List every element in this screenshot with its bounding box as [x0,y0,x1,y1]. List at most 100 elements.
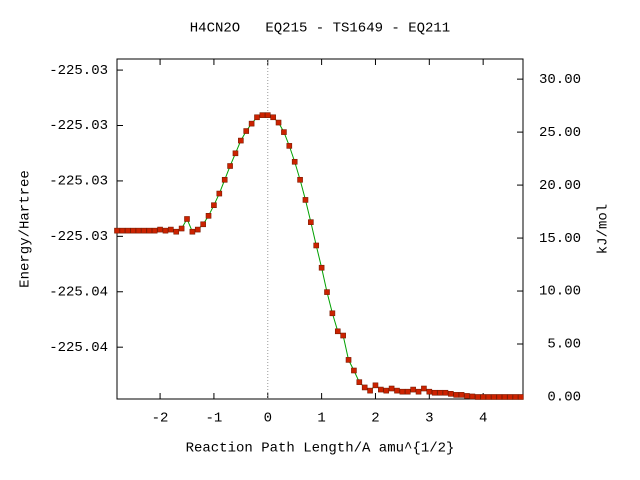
point [248,120,255,127]
point [162,227,169,234]
y-tick-label: -225.03 [49,63,108,79]
point [507,394,513,400]
point [431,389,438,396]
y2-tick-label: 20.00 [539,178,581,194]
y-tick-label: -225.04 [49,284,108,300]
point [437,389,443,396]
point [211,202,217,209]
point [313,242,320,249]
point [184,216,190,222]
y-tick-label: -225.03 [49,174,108,190]
y2-tick-label: 25.00 [539,125,581,141]
point [491,394,497,400]
point [485,394,492,400]
point [474,394,481,400]
point [308,219,314,225]
point [189,228,196,235]
point [345,357,352,363]
point [270,114,276,121]
point [426,388,433,395]
point [415,388,422,395]
point [124,227,131,234]
line [117,114,521,398]
point [404,388,411,395]
point [157,226,163,233]
point [318,264,325,271]
point [238,137,244,144]
point [302,197,309,203]
point [453,392,460,398]
point [421,385,427,392]
x-tick-label: -1 [206,411,223,427]
point [119,227,126,234]
point [501,394,508,400]
point [464,393,470,399]
point [141,227,147,234]
point [194,226,201,233]
point [518,394,524,400]
point [329,310,336,317]
chart-title: H4CN2O EQ215 - TS1649 - EQ211 [190,21,450,37]
y2-tick-label: 10.00 [539,284,581,300]
point [458,392,465,398]
point [173,228,180,235]
y-axis-label: Energy/Hartree [18,170,34,288]
point [367,387,373,394]
point [442,389,449,396]
y2-tick-label: 30.00 [539,72,581,88]
point [151,227,158,234]
point [448,391,454,397]
point [378,386,384,393]
point [410,386,416,393]
point [232,150,239,157]
point [388,385,395,392]
y-tick-label: -225.03 [49,229,108,245]
x-tick-label: 0 [264,411,272,427]
point [334,328,341,335]
point [399,388,406,395]
point [351,367,357,374]
point [259,112,266,118]
x-tick-label: 2 [371,411,379,427]
point [340,332,346,339]
point [372,382,379,389]
point [146,227,153,234]
x-tick-label: 3 [425,411,433,427]
x-tick-label: 4 [479,411,487,427]
y2-tick-label: 5.00 [547,337,581,353]
point [324,289,330,295]
point [297,176,303,183]
point [243,128,250,134]
y-tick-label: -225.04 [49,340,108,356]
point [496,394,503,400]
point [205,213,212,219]
point [394,387,400,394]
y-tick-label: -225.03 [49,118,108,134]
point [135,227,142,234]
x-tick-label: 1 [317,411,325,427]
point [130,227,136,234]
point [281,129,287,135]
y2-tick-label: 0.00 [547,390,581,406]
point [178,225,185,232]
point [286,143,293,149]
point [512,394,519,400]
point [383,387,390,394]
y2-tick-label: 15.00 [539,231,581,247]
point [275,119,282,126]
point [361,384,368,391]
y2-axis-label: kJ/mol [596,204,612,254]
x-tick-label: -2 [152,411,169,427]
point [264,112,271,118]
point [114,227,120,234]
point [221,176,228,183]
point [254,114,260,121]
point [291,158,298,165]
point [480,394,486,400]
point [168,226,174,233]
point [200,221,206,228]
point [216,190,223,197]
point [227,163,233,169]
x-axis-label: Reaction Path Length/A amu^{1/2} [186,441,455,457]
